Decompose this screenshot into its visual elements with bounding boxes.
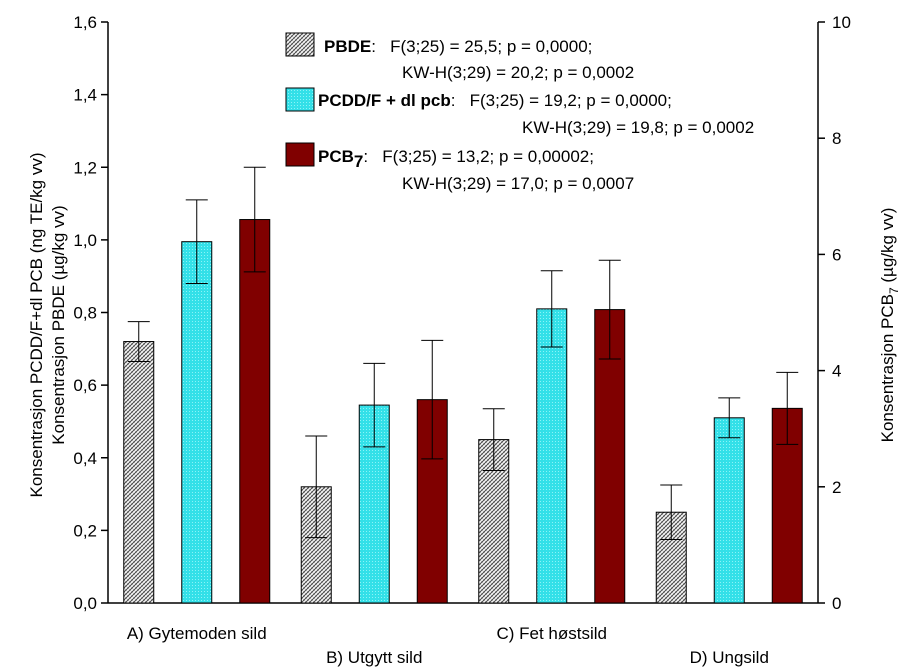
left-tick-label: 0,2 bbox=[73, 521, 97, 540]
bars bbox=[123, 166, 803, 604]
right-tick-label: 4 bbox=[832, 362, 841, 381]
legend-pcb7-line1: PCB7: F(3;25) = 13,2; p = 0,00002; bbox=[318, 147, 594, 171]
left-tick-label: 1,4 bbox=[73, 86, 97, 105]
error-bar bbox=[305, 435, 328, 539]
right-tick-label: 10 bbox=[832, 13, 851, 32]
legend-swatch-pcddf bbox=[285, 87, 315, 112]
right-axis-title-prefix: Konsentrasjon PCB bbox=[878, 294, 897, 442]
category-label-0: A) Gytemoden sild bbox=[127, 624, 267, 643]
right-axis-title-text: Konsentrasjon PCB7 (µg/kg vv) bbox=[878, 208, 901, 443]
error-bar bbox=[776, 371, 799, 445]
left-tick-label: 1,2 bbox=[73, 158, 97, 177]
category-label-3: D) Ungsild bbox=[690, 648, 769, 667]
legend-pbde-line1: PBDE: F(3;25) = 25,5; p = 0,0000; bbox=[324, 37, 592, 56]
error-bar bbox=[482, 408, 505, 471]
legend-pcb7-name: PCB bbox=[318, 147, 354, 166]
right-axis-title-suffix: (µg/kg vv) bbox=[878, 208, 897, 288]
left-axis-ticks: 0,0 0,2 0,4 0,6 0,8 1,0 1,2 1,4 1,6 bbox=[73, 13, 108, 613]
category-labels: A) Gytemoden sild B) Utgytt sild C) Fet hø… bbox=[127, 624, 769, 667]
right-tick-label: 0 bbox=[832, 594, 841, 613]
error-bar bbox=[421, 339, 444, 460]
left-tick-label: 1,6 bbox=[73, 13, 97, 32]
right-tick-label: 8 bbox=[832, 129, 841, 148]
right-tick-label: 6 bbox=[832, 245, 841, 264]
error-bar bbox=[660, 484, 683, 540]
legend-pcddf-stats2: KW-H(3;29) = 19,8; p = 0,0002 bbox=[522, 118, 754, 137]
legend-pbde-stats2: KW-H(3;29) = 20,2; p = 0,0002 bbox=[402, 63, 634, 82]
legend-pcb7-sub: 7 bbox=[354, 152, 363, 171]
error-bar bbox=[598, 259, 621, 360]
right-axis-title-sub: 7 bbox=[887, 287, 901, 294]
right-axis-title: Konsentrasjon PCB7 (µg/kg vv) bbox=[878, 208, 901, 443]
legend-pbde-name: PBDE bbox=[324, 37, 371, 56]
legend-pcddf: PCDD/F + dl pcb: F(3;25) = 19,2; p = 0,0… bbox=[285, 87, 754, 137]
left-axis-title-line1: Konsentrasjon PCDD/F+dl PCB (ng TE/kg vv… bbox=[27, 152, 46, 497]
error-bar bbox=[363, 362, 386, 448]
legend-pbde-stats1: : F(3;25) = 25,5; p = 0,0000; bbox=[371, 37, 592, 56]
category-label-2: C) Fet høstsild bbox=[496, 624, 607, 643]
right-tick-label: 2 bbox=[832, 478, 841, 497]
legend-pcddf-stats1: : F(3;25) = 19,2; p = 0,0000; bbox=[451, 91, 672, 110]
bar-pcb7-0 bbox=[239, 219, 271, 604]
error-bar bbox=[185, 199, 208, 284]
error-bar bbox=[243, 166, 266, 273]
legend-pcb7-stats2: KW-H(3;29) = 17,0; p = 0,0007 bbox=[402, 174, 634, 193]
legend-pbde: PBDE: F(3;25) = 25,5; p = 0,0000; KW-H(3… bbox=[285, 32, 634, 82]
left-tick-label: 0,4 bbox=[73, 449, 97, 468]
left-tick-label: 0,6 bbox=[73, 376, 97, 395]
legend-pcddf-line1: PCDD/F + dl pcb: F(3;25) = 19,2; p = 0,0… bbox=[318, 91, 672, 110]
category-label-1: B) Utgytt sild bbox=[326, 648, 422, 667]
left-tick-label: 0,0 bbox=[73, 594, 97, 613]
left-tick-label: 1,0 bbox=[73, 231, 97, 250]
legend-swatch-pbde bbox=[285, 32, 315, 57]
bar-pbde-0 bbox=[123, 341, 155, 604]
bar-pcdd-f-dl-pcb-2 bbox=[536, 308, 568, 604]
right-axis-ticks: 0 2 4 6 8 10 bbox=[818, 13, 851, 613]
legend-pcb7: PCB7: F(3;25) = 13,2; p = 0,00002; KW-H(… bbox=[285, 142, 634, 193]
legend-pcb7-stats1: : F(3;25) = 13,2; p = 0,00002; bbox=[363, 147, 594, 166]
legend-swatch-pcb7 bbox=[285, 142, 315, 167]
bar-pcdd-f-dl-pcb-3 bbox=[713, 417, 745, 604]
legend: PBDE: F(3;25) = 25,5; p = 0,0000; KW-H(3… bbox=[285, 32, 754, 193]
error-bar bbox=[540, 270, 563, 348]
error-bar bbox=[718, 397, 741, 439]
bar-pcdd-f-dl-pcb-0 bbox=[181, 241, 213, 604]
left-tick-label: 0,8 bbox=[73, 304, 97, 323]
error-bar bbox=[127, 321, 150, 363]
left-axis-title-line2: Konsentrasjon PBDE (µg/kg vv) bbox=[49, 205, 68, 444]
left-axis-title: Konsentrasjon PCDD/F+dl PCB (ng TE/kg vv… bbox=[27, 152, 68, 497]
legend-pcddf-name: PCDD/F + dl pcb bbox=[318, 91, 451, 110]
